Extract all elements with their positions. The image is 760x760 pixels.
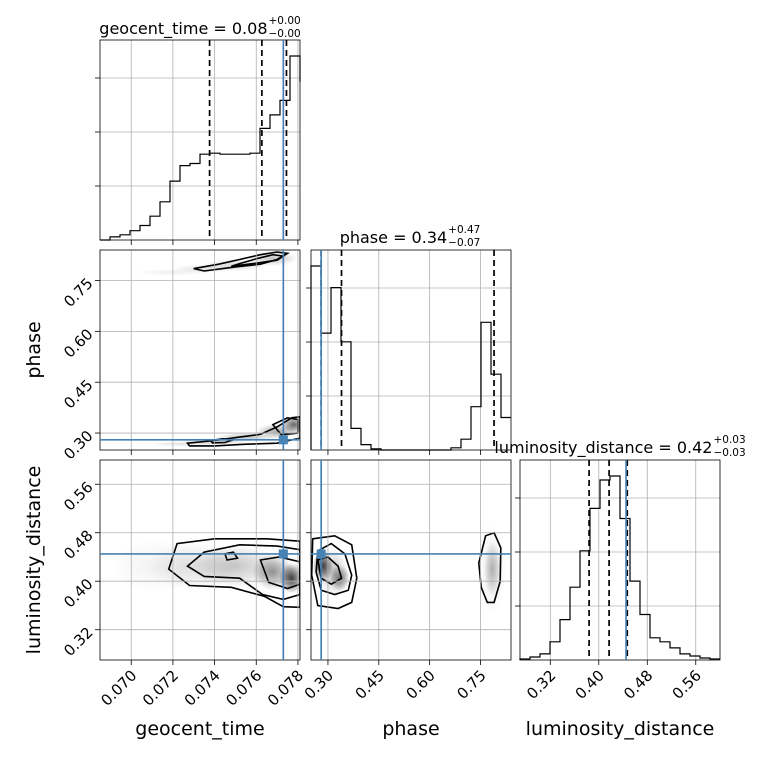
tick-label-y: 0.60: [60, 325, 96, 361]
tick-label-x: 0.30: [301, 666, 337, 702]
title-sub: −0.03: [713, 447, 745, 459]
tick-label-x: 0.070: [97, 666, 140, 709]
tick-label-x: 0.32: [523, 666, 559, 702]
panel-grid: [311, 250, 511, 450]
panel-frame: [99, 249, 301, 451]
panel-frame: [99, 459, 301, 661]
histogram-luminosity_distance: [519, 475, 720, 660]
panel-grid: [311, 460, 511, 660]
tick-label-x: 0.48: [620, 666, 656, 702]
tick-label-x: 0.56: [669, 666, 705, 702]
density-blob: [478, 523, 506, 615]
title-sup: +0.03: [713, 434, 745, 446]
title-geocent_time: geocent_time = 0.08 +0.00−0.00: [99, 15, 300, 40]
title-sub: −0.07: [448, 237, 480, 249]
panel-frame: [310, 459, 512, 661]
histogram-phase: [310, 265, 511, 451]
tick-label-x: 0.078: [264, 666, 307, 709]
panel-frame: [99, 39, 301, 241]
tick-label-y: 0.40: [60, 575, 96, 611]
tick-label-x: 0.40: [572, 666, 608, 702]
panel-frame: [519, 459, 721, 661]
truth-marker: [278, 549, 288, 559]
title-sub: −0.00: [269, 28, 301, 40]
title-luminosity_distance: luminosity_distance = 0.42 +0.03−0.03: [494, 434, 745, 459]
tick-label-x: 0.072: [139, 666, 182, 709]
tick-label-y: 0.75: [60, 274, 96, 310]
density-luminosity_distance_vs_geocent_time: [110, 538, 300, 609]
tick-label-x: 0.076: [222, 666, 265, 709]
truth-marker: [278, 435, 288, 445]
axis-label-x: luminosity_distance: [526, 718, 715, 740]
tick-label-y: 0.32: [60, 624, 96, 660]
tick-label-x: 0.60: [402, 666, 438, 702]
title-text: phase = 0.34: [340, 228, 447, 247]
panel-grid: [100, 40, 300, 240]
density-blob: [317, 547, 349, 597]
contour-middle: [315, 542, 353, 596]
histogram-geocent_time: [100, 55, 301, 241]
density-luminosity_distance_vs_phase: [311, 523, 506, 615]
truth-marker: [316, 549, 326, 559]
axis-label-x: geocent_time: [135, 718, 264, 740]
title-sup: +0.47: [448, 224, 480, 236]
title-phase: phase = 0.34 +0.47−0.07: [340, 224, 481, 249]
tick-label-y: 0.30: [60, 427, 96, 463]
contour-middle: [186, 543, 300, 601]
title-sup: +0.00: [269, 15, 301, 27]
contour-inner: [231, 253, 286, 268]
axis-label-y: phase: [23, 321, 45, 378]
tick-label-x: 0.45: [352, 666, 388, 702]
title-text: geocent_time = 0.08: [99, 19, 267, 39]
contour-outer: [311, 534, 358, 610]
title-text: luminosity_distance = 0.42: [494, 438, 712, 458]
tick-label-x: 0.75: [453, 666, 489, 702]
panel-grid: [100, 250, 300, 450]
contour-outer: [167, 538, 300, 609]
density-blob: [110, 538, 203, 594]
tick-label-y: 0.56: [60, 478, 96, 514]
tick-label-y: 0.45: [60, 376, 96, 412]
tick-label-x: 0.074: [181, 666, 224, 709]
contour-outer: [193, 251, 290, 272]
tick-label-y: 0.48: [60, 527, 96, 563]
panel-grid: [100, 460, 300, 660]
axis-label-y: luminosity_distance: [23, 466, 45, 655]
axis-label-x: phase: [382, 718, 439, 740]
